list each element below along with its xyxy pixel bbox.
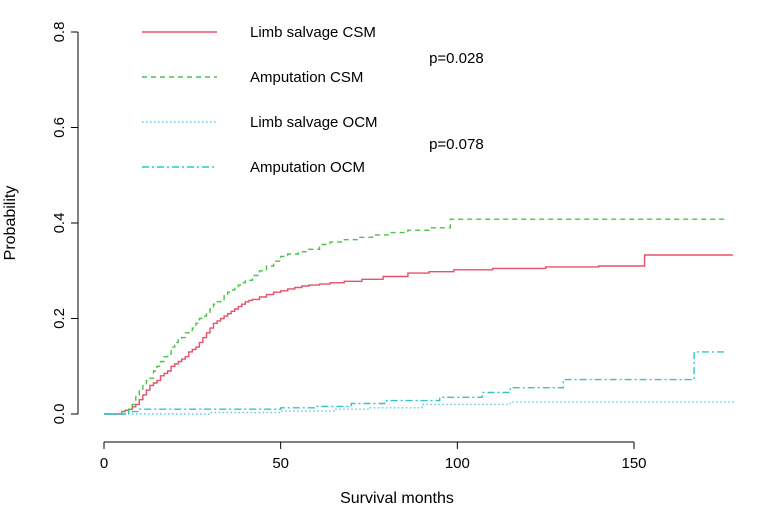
series-line-limb-salvage-ocm [104, 400, 734, 415]
legend: Limb salvage CSM Amputation CSM Limb salva… [142, 24, 378, 176]
x-tick-label: 150 [621, 455, 646, 472]
legend-label-limb-salvage-csm: Limb salvage CSM [250, 24, 376, 41]
axes [77, 32, 634, 443]
y-tick-label: 0.0 [51, 404, 68, 425]
y-tick-label: 0.8 [51, 22, 68, 43]
y-tick-label: 0.6 [51, 117, 68, 138]
x-axis-label: Survival months [340, 490, 454, 507]
y-tick-label: 0.4 [51, 213, 68, 234]
legend-label-amputation-ocm: Amputation OCM [250, 159, 365, 176]
y-ticks: 0.0 0.2 0.4 0.6 0.8 [51, 22, 78, 425]
p-value-annotation: p=0.078 [429, 136, 484, 153]
annotations: p=0.028 p=0.078 [429, 50, 484, 153]
x-tick-label: 100 [445, 455, 470, 472]
x-tick-label: 50 [272, 455, 289, 472]
legend-label-limb-salvage-ocm: Limb salvage OCM [250, 114, 378, 131]
series-layer [104, 218, 734, 415]
series-line-amputation-csm [104, 218, 726, 415]
y-axis-label: Probability [2, 186, 19, 261]
x-ticks: 0 50 100 150 [100, 442, 647, 472]
legend-label-amputation-csm: Amputation CSM [250, 69, 363, 86]
series-line-amputation-ocm [104, 351, 726, 415]
series-line-limb-salvage-csm [104, 254, 733, 415]
x-tick-label: 0 [100, 455, 108, 472]
p-value-annotation: p=0.028 [429, 50, 484, 67]
y-tick-label: 0.2 [51, 308, 68, 329]
